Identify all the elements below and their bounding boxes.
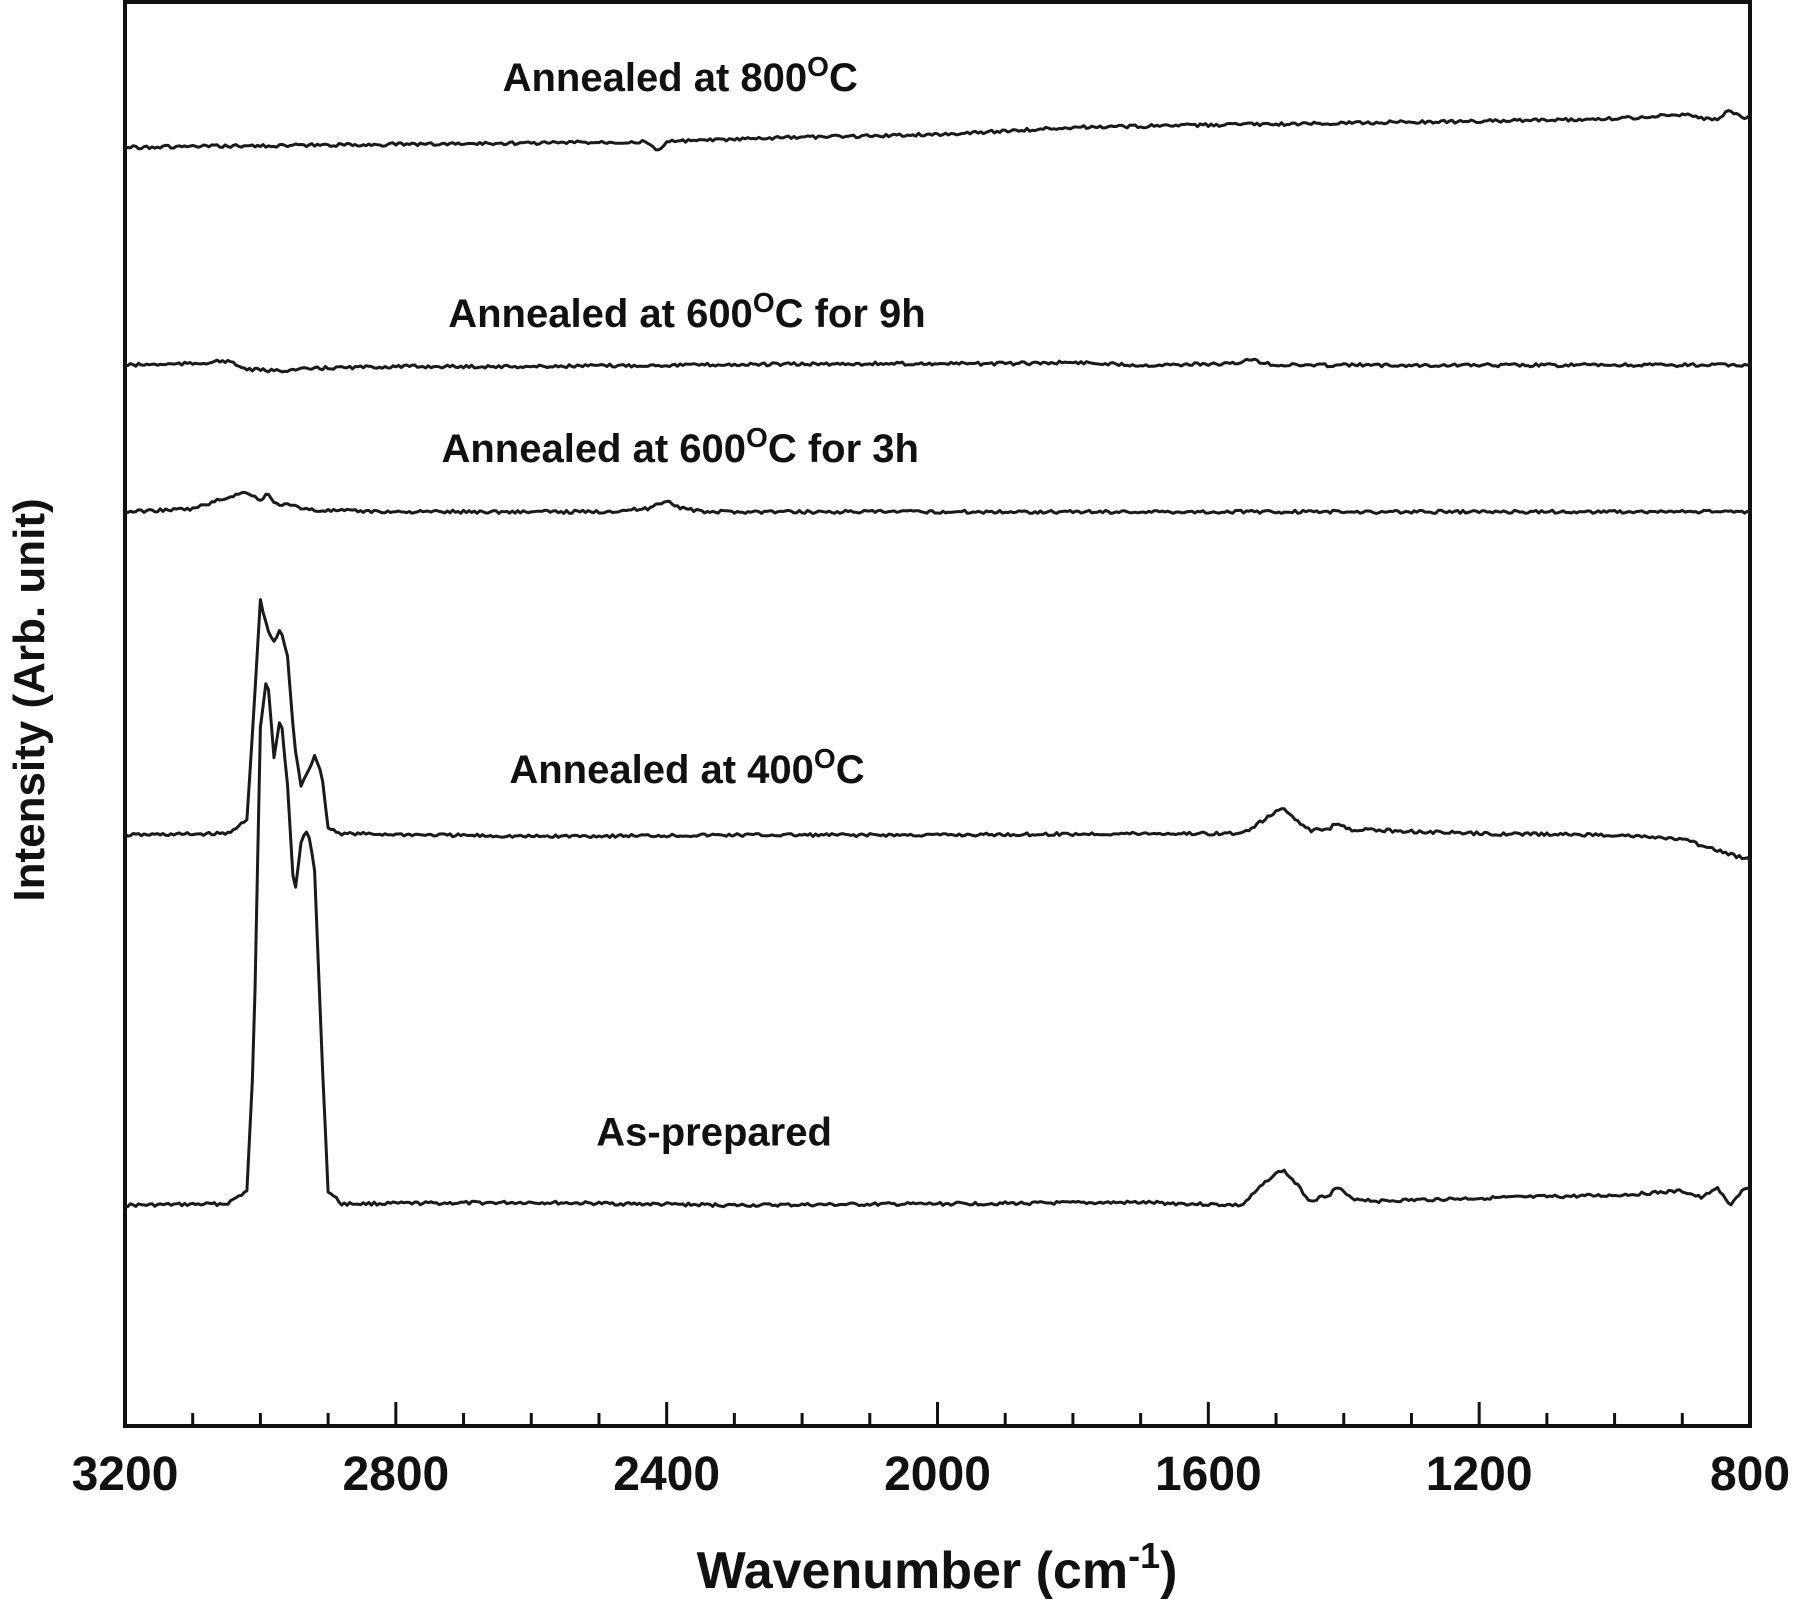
series-label-main: As-prepared	[596, 1110, 832, 1154]
x-tick-label: 3200	[72, 1448, 179, 1501]
series-label: As-prepared	[596, 1110, 832, 1154]
series-label: Annealed at 600OC for 3h	[441, 421, 918, 471]
series-label-end: C for 9h	[775, 292, 926, 336]
series-label-end: C	[829, 56, 858, 100]
x-tick-label: 2000	[884, 1448, 991, 1501]
x-axis-ticks	[123, 1402, 1752, 1426]
x-tick-label: 1600	[1155, 1448, 1262, 1501]
spectrum-trace	[124, 682, 1751, 1209]
spectrum-trace	[124, 490, 1751, 515]
x-tick-label: 800	[1710, 1448, 1790, 1501]
x-tick-label: 1200	[1426, 1448, 1533, 1501]
series-label-main: Annealed at 400	[509, 748, 814, 792]
series-label-sup: O	[814, 743, 836, 774]
series-label-sup: O	[753, 287, 775, 318]
x-tick-label: 2400	[613, 1448, 720, 1501]
spectrum-trace	[124, 598, 1752, 862]
x-axis-title: Wavenumber (cm-1)	[697, 1535, 1178, 1601]
series-label: Annealed at 600OC for 9h	[448, 287, 925, 337]
series-label-main: Annealed at 800	[503, 56, 808, 100]
series-label-sup: O	[807, 51, 829, 82]
series-label-main: Annealed at 600	[448, 292, 753, 336]
plot-frame	[123, 0, 1752, 1428]
x-axis-tick-labels: 3200 2800 2400 2000 1600 1200 800	[72, 1448, 1790, 1501]
series-label-sup: O	[746, 421, 768, 452]
series-label: Annealed at 800OC	[503, 51, 858, 101]
spectrum-trace	[124, 109, 1752, 152]
spectra-traces	[124, 109, 1752, 1209]
series-label-end: C for 3h	[768, 427, 919, 471]
x-axis-title-end: )	[1160, 1542, 1177, 1600]
spectrum-trace	[124, 357, 1751, 374]
x-axis-title-main: Wavenumber (cm	[697, 1542, 1129, 1600]
series-label-end: C	[836, 748, 865, 792]
x-tick-label: 2800	[342, 1448, 449, 1501]
series-label: Annealed at 400OC	[509, 743, 864, 793]
series-label-main: Annealed at 600	[441, 427, 746, 471]
y-axis-title: Intensity (Arb. unit)	[5, 498, 54, 901]
x-axis-title-sup: -1	[1128, 1535, 1160, 1576]
